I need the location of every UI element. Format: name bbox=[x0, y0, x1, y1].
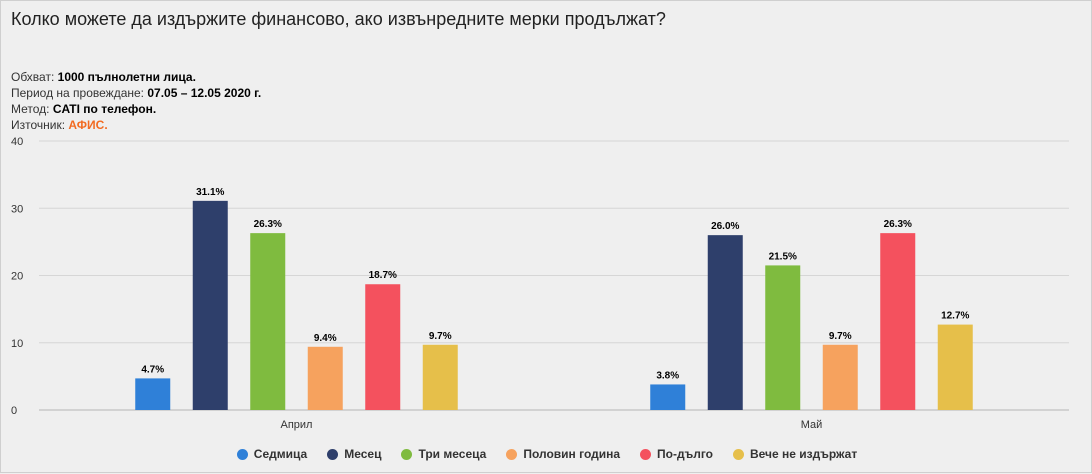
legend-swatch bbox=[327, 448, 339, 460]
bar[interactable] bbox=[192, 200, 228, 410]
bar-value-label: 4.7% bbox=[141, 364, 164, 375]
meta-method: Метод: CATI по телефон. bbox=[11, 101, 261, 117]
x-axis-ticks: Април Май bbox=[281, 419, 823, 431]
bar[interactable] bbox=[135, 378, 171, 410]
bar-value-label: 9.4% bbox=[314, 333, 337, 344]
legend: Седмица Месец Три месеца Половин година По-д… bbox=[1, 447, 1092, 461]
legend-swatch bbox=[236, 448, 248, 460]
legend-item[interactable]: Половин година bbox=[506, 447, 620, 461]
meta-period: Период на провеждане: 07.05 – 12.05 2020… bbox=[11, 85, 261, 101]
bar-labels: 4.7% 31.1% 26.3% 9.4% 18.7% 9.7% 3.8% 26.0% 21.5… bbox=[141, 187, 969, 382]
bar-value-label: 26.3% bbox=[254, 219, 282, 230]
legend-item[interactable]: Три месеца bbox=[401, 447, 486, 461]
bar-value-label: 31.1% bbox=[196, 187, 224, 198]
legend-label: Три месеца bbox=[418, 447, 487, 461]
legend-label: Месец bbox=[344, 447, 382, 461]
chart-title: Колко можете да издържите финансово, ако… bbox=[11, 9, 666, 29]
bar[interactable] bbox=[250, 233, 286, 410]
legend-swatch bbox=[506, 448, 518, 460]
legend-swatch bbox=[401, 448, 413, 460]
meta-source-label: Източник: bbox=[11, 118, 66, 132]
bar[interactable] bbox=[822, 344, 858, 410]
y-tick-label: 0 bbox=[11, 405, 17, 417]
meta-sample-label: Обхват: bbox=[11, 70, 55, 84]
legend-item[interactable]: Месец bbox=[327, 447, 381, 461]
bar[interactable] bbox=[880, 233, 916, 410]
bar-value-label: 26.3% bbox=[884, 219, 912, 230]
legend-label: Седмица bbox=[253, 447, 308, 461]
meta-method-value: CATI по телефон. bbox=[52, 102, 157, 116]
bar[interactable] bbox=[650, 384, 686, 410]
bar[interactable] bbox=[307, 346, 343, 410]
legend-label: По-дълго bbox=[657, 447, 713, 461]
meta-sample-value: 1000 пълнолетни лица. bbox=[57, 70, 196, 84]
legend-item[interactable]: Вече не издържат bbox=[733, 447, 857, 461]
bar-value-label: 12.7% bbox=[941, 311, 969, 322]
y-tick-label: 40 bbox=[11, 136, 23, 148]
bar-value-label: 9.7% bbox=[829, 331, 852, 342]
y-tick-label: 10 bbox=[11, 338, 23, 350]
legend-item[interactable]: По-дълго bbox=[640, 447, 713, 461]
y-tick-label: 20 bbox=[11, 271, 23, 283]
meta-sample: Обхват: 1000 пълнолетни лица. bbox=[11, 69, 261, 85]
bars bbox=[135, 200, 973, 410]
meta-source: Източник: АФИС. bbox=[11, 117, 261, 133]
meta-method-label: Метод: bbox=[11, 102, 50, 116]
meta-source-value[interactable]: АФИС. bbox=[68, 118, 108, 132]
bar[interactable] bbox=[937, 324, 973, 410]
bar[interactable] bbox=[765, 265, 801, 410]
legend-swatch bbox=[733, 448, 744, 460]
survey-meta: Обхват: 1000 пълнолетни лица. Период на … bbox=[11, 69, 261, 133]
legend-label: Половин година bbox=[523, 447, 621, 461]
legend-label: Вече не издържат bbox=[750, 447, 858, 461]
bar-value-label: 18.7% bbox=[369, 270, 397, 281]
meta-period-value: 07.05 – 12.05 2020 г. bbox=[147, 86, 262, 100]
bar[interactable] bbox=[365, 284, 401, 410]
bar-value-label: 9.7% bbox=[429, 331, 452, 342]
x-tick-label: Май bbox=[801, 419, 823, 431]
y-tick-label: 30 bbox=[11, 203, 23, 215]
bar-value-label: 21.5% bbox=[769, 251, 797, 262]
bar-value-label: 26.0% bbox=[711, 221, 739, 232]
legend-swatch bbox=[640, 448, 652, 460]
meta-period-label: Период на провеждане: bbox=[11, 86, 145, 100]
bar[interactable] bbox=[707, 235, 743, 410]
bar[interactable] bbox=[422, 344, 458, 410]
y-axis-ticks: 0 10 20 30 40 bbox=[11, 136, 23, 417]
bar-value-label: 3.8% bbox=[656, 370, 679, 381]
x-tick-label: Април bbox=[281, 419, 313, 431]
legend-item[interactable]: Седмица bbox=[236, 447, 308, 461]
